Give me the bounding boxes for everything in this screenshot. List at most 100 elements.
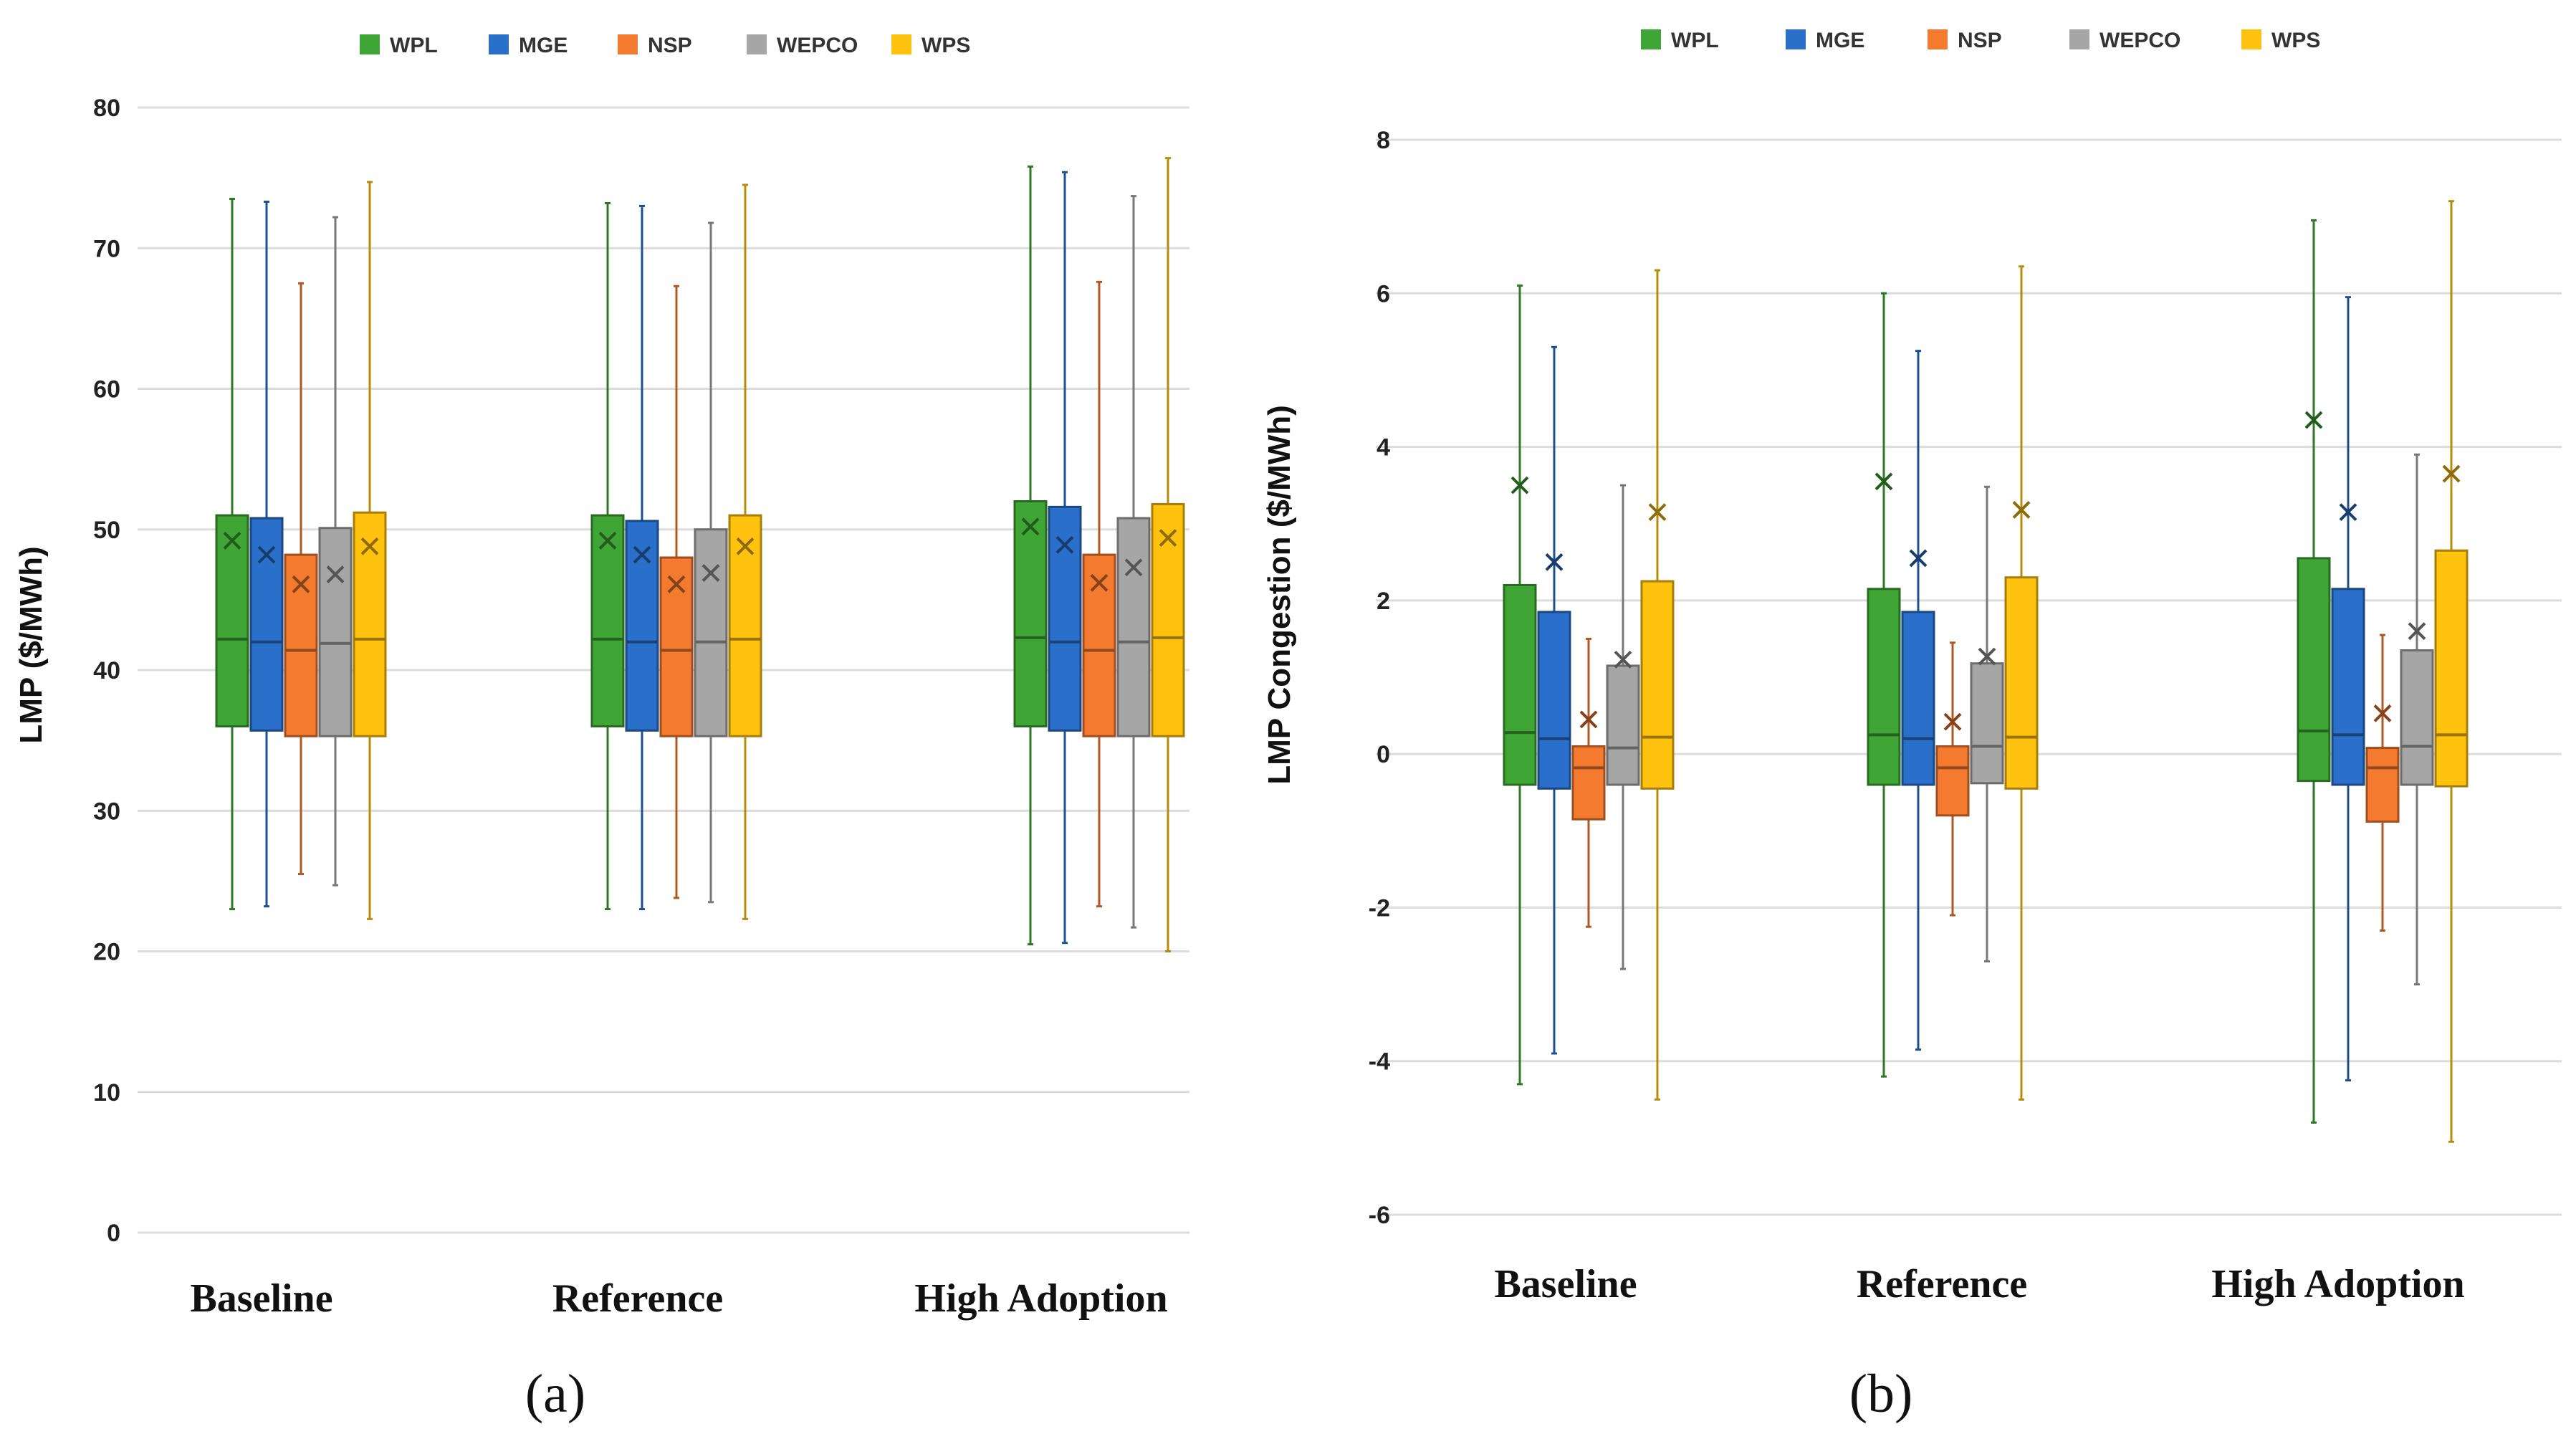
legend-swatch (2069, 29, 2089, 49)
legend-swatch (1641, 29, 1661, 49)
box-group-baseline (1503, 269, 1675, 1101)
box-mge[interactable] (2331, 296, 2365, 1081)
mean-marker (1909, 549, 1928, 568)
mean-marker (1978, 647, 1996, 666)
box-nsp[interactable] (1082, 280, 1116, 908)
box-mge[interactable] (625, 204, 659, 911)
box-nsp[interactable] (2365, 634, 2400, 932)
box-wepco[interactable] (1606, 484, 1640, 970)
x-category-label: Reference (1857, 1262, 2027, 1306)
box-wps[interactable] (353, 181, 387, 920)
y-tick-label: -4 (1369, 1048, 1390, 1076)
y-tick-label: 80 (93, 95, 120, 122)
box-group-high-adoption (2297, 200, 2469, 1143)
mean-marker (702, 564, 720, 583)
mean-marker (2012, 501, 2031, 519)
box-iqr (2297, 557, 2331, 783)
y-tick-label: 50 (93, 517, 120, 544)
box-wps[interactable] (1640, 269, 1675, 1101)
legend: WPL MGE NSP WEPCO WPS (1641, 29, 2320, 52)
y-tick-label: -6 (1369, 1202, 1390, 1229)
box-iqr (1116, 517, 1151, 737)
box-iqr (2004, 576, 2039, 790)
box-wepco[interactable] (1116, 195, 1151, 929)
box-nsp[interactable] (659, 285, 694, 899)
box-wpl[interactable] (1503, 285, 1537, 1086)
box-mge[interactable] (249, 200, 284, 908)
box-iqr (1048, 505, 1082, 732)
box-iqr (2331, 588, 2365, 786)
box-mge[interactable] (1901, 350, 1935, 1051)
box-wps[interactable] (2434, 200, 2469, 1143)
chart-panel-a: 0 10 20 30 40 50 60 70 80 LMP ($/MWh) WPL MGE NSP WEP… (14, 34, 1189, 1424)
legend-item-wpl[interactable]: WPL (1641, 29, 1719, 52)
legend-label: MGE (519, 34, 568, 57)
legend-item-mge[interactable]: MGE (1786, 29, 1864, 52)
legend: WPL MGE NSP WEPCO WPS (360, 34, 970, 57)
box-iqr (694, 528, 728, 737)
legend-item-wepco[interactable]: WEPCO (747, 34, 858, 57)
mean-marker (1021, 517, 1040, 536)
legend-item-nsp[interactable]: NSP (1928, 29, 2002, 52)
box-wpl[interactable] (215, 198, 249, 911)
y-tick-label: 8 (1376, 127, 1390, 154)
box-mge[interactable] (1537, 345, 1571, 1055)
box-wpl[interactable] (2297, 219, 2331, 1124)
panel-label: (a) (525, 1364, 585, 1424)
x-category-label: High Adoption (914, 1276, 1167, 1321)
mean-marker (667, 575, 686, 593)
legend-item-nsp[interactable]: NSP (618, 34, 692, 57)
y-tick-label: 2 (1376, 588, 1390, 615)
box-iqr (1151, 502, 1185, 737)
box-iqr (590, 514, 625, 727)
mean-marker (2442, 464, 2461, 483)
legend-label: NSP (648, 34, 692, 57)
legend-swatch (618, 34, 638, 54)
box-wepco[interactable] (694, 221, 728, 904)
box-mge[interactable] (1048, 171, 1082, 945)
legend-swatch (360, 34, 380, 54)
mean-marker (360, 537, 379, 555)
box-nsp[interactable] (1935, 641, 1970, 917)
box-nsp[interactable] (284, 282, 318, 876)
legend-item-wps[interactable]: WPS (891, 34, 970, 57)
mean-marker (1545, 553, 1564, 571)
box-wpl[interactable] (1013, 165, 1048, 946)
legend-swatch (747, 34, 767, 54)
x-category-label: Baseline (190, 1276, 332, 1321)
box-wps[interactable] (728, 183, 762, 920)
legend-label: WPS (2271, 29, 2320, 52)
legend-swatch (2241, 29, 2261, 49)
box-iqr (1537, 611, 1571, 790)
mean-marker (1055, 535, 1074, 554)
y-tick-label: 40 (93, 657, 120, 684)
y-tick-label: 20 (93, 939, 120, 966)
box-group-reference (1867, 265, 2039, 1101)
x-category-label: Reference (552, 1276, 723, 1321)
x-category-label: Baseline (1494, 1262, 1637, 1306)
y-tick-label: 60 (93, 376, 120, 403)
box-iqr (2365, 747, 2400, 823)
mean-marker (633, 545, 651, 564)
legend-item-wpl[interactable]: WPL (360, 34, 438, 57)
box-iqr (1503, 583, 1537, 786)
legend-label: WPL (1671, 29, 1719, 52)
box-iqr (1082, 553, 1116, 737)
box-wepco[interactable] (1970, 485, 2004, 962)
mean-marker (1159, 529, 1177, 547)
box-wpl[interactable] (590, 201, 625, 911)
mean-marker (223, 532, 241, 550)
box-wps[interactable] (1151, 157, 1185, 952)
box-wps[interactable] (2004, 265, 2039, 1101)
box-iqr (2434, 549, 2469, 788)
legend-item-mge[interactable]: MGE (489, 34, 568, 57)
legend-item-wps[interactable]: WPS (2241, 29, 2320, 52)
box-wpl[interactable] (1867, 292, 1901, 1078)
legend-label: MGE (1816, 29, 1864, 52)
box-nsp[interactable] (1571, 637, 1606, 928)
box-wepco[interactable] (318, 216, 353, 886)
y-axis-label: LMP Congestion ($/MWh) (1262, 405, 1297, 785)
legend-item-wepco[interactable]: WEPCO (2069, 29, 2180, 52)
box-wepco[interactable] (2400, 453, 2434, 986)
